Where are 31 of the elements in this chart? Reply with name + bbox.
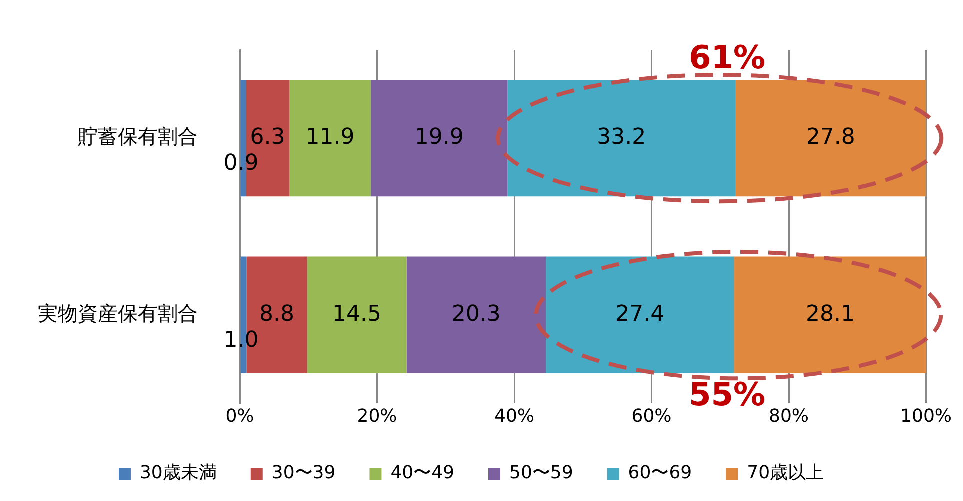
annotation: 55% (688, 376, 766, 414)
x-tick-label: 0% (226, 406, 254, 427)
x-tick-label: 20% (357, 406, 398, 427)
legend-label: 40〜49 (390, 462, 455, 484)
annotation: 61% (688, 38, 766, 76)
x-tick-label: 60% (632, 406, 672, 427)
data-label: 20.3 (452, 302, 501, 327)
legend-label: 30〜39 (272, 462, 336, 484)
data-label: 27.4 (616, 302, 665, 327)
x-tick-label: 80% (769, 406, 810, 427)
y-tick-label: 貯蓄保有割合 (78, 124, 198, 149)
data-label: 27.8 (806, 125, 856, 150)
legend-label: 60〜69 (628, 462, 692, 484)
data-label: 0.9 (224, 151, 259, 176)
bar (307, 256, 407, 374)
legend-label: 30歳未満 (140, 462, 217, 484)
y-tick-label: 実物資産保有割合 (38, 301, 198, 326)
data-label: 19.9 (414, 125, 464, 150)
data-label: 6.3 (250, 125, 286, 150)
bar (371, 80, 508, 197)
x-tick-label: 40% (494, 406, 535, 427)
legend-label: 50〜59 (510, 462, 574, 484)
data-label: 8.8 (260, 302, 295, 327)
bar (289, 80, 372, 197)
legend-label: 70歳以上 (747, 462, 824, 484)
x-tick-label: 100% (900, 406, 952, 427)
data-label: 14.5 (332, 302, 382, 327)
data-label: 11.9 (306, 125, 355, 150)
data-label: 28.1 (806, 302, 856, 327)
data-label: 1.0 (224, 328, 259, 353)
data-label: 33.2 (597, 125, 646, 150)
